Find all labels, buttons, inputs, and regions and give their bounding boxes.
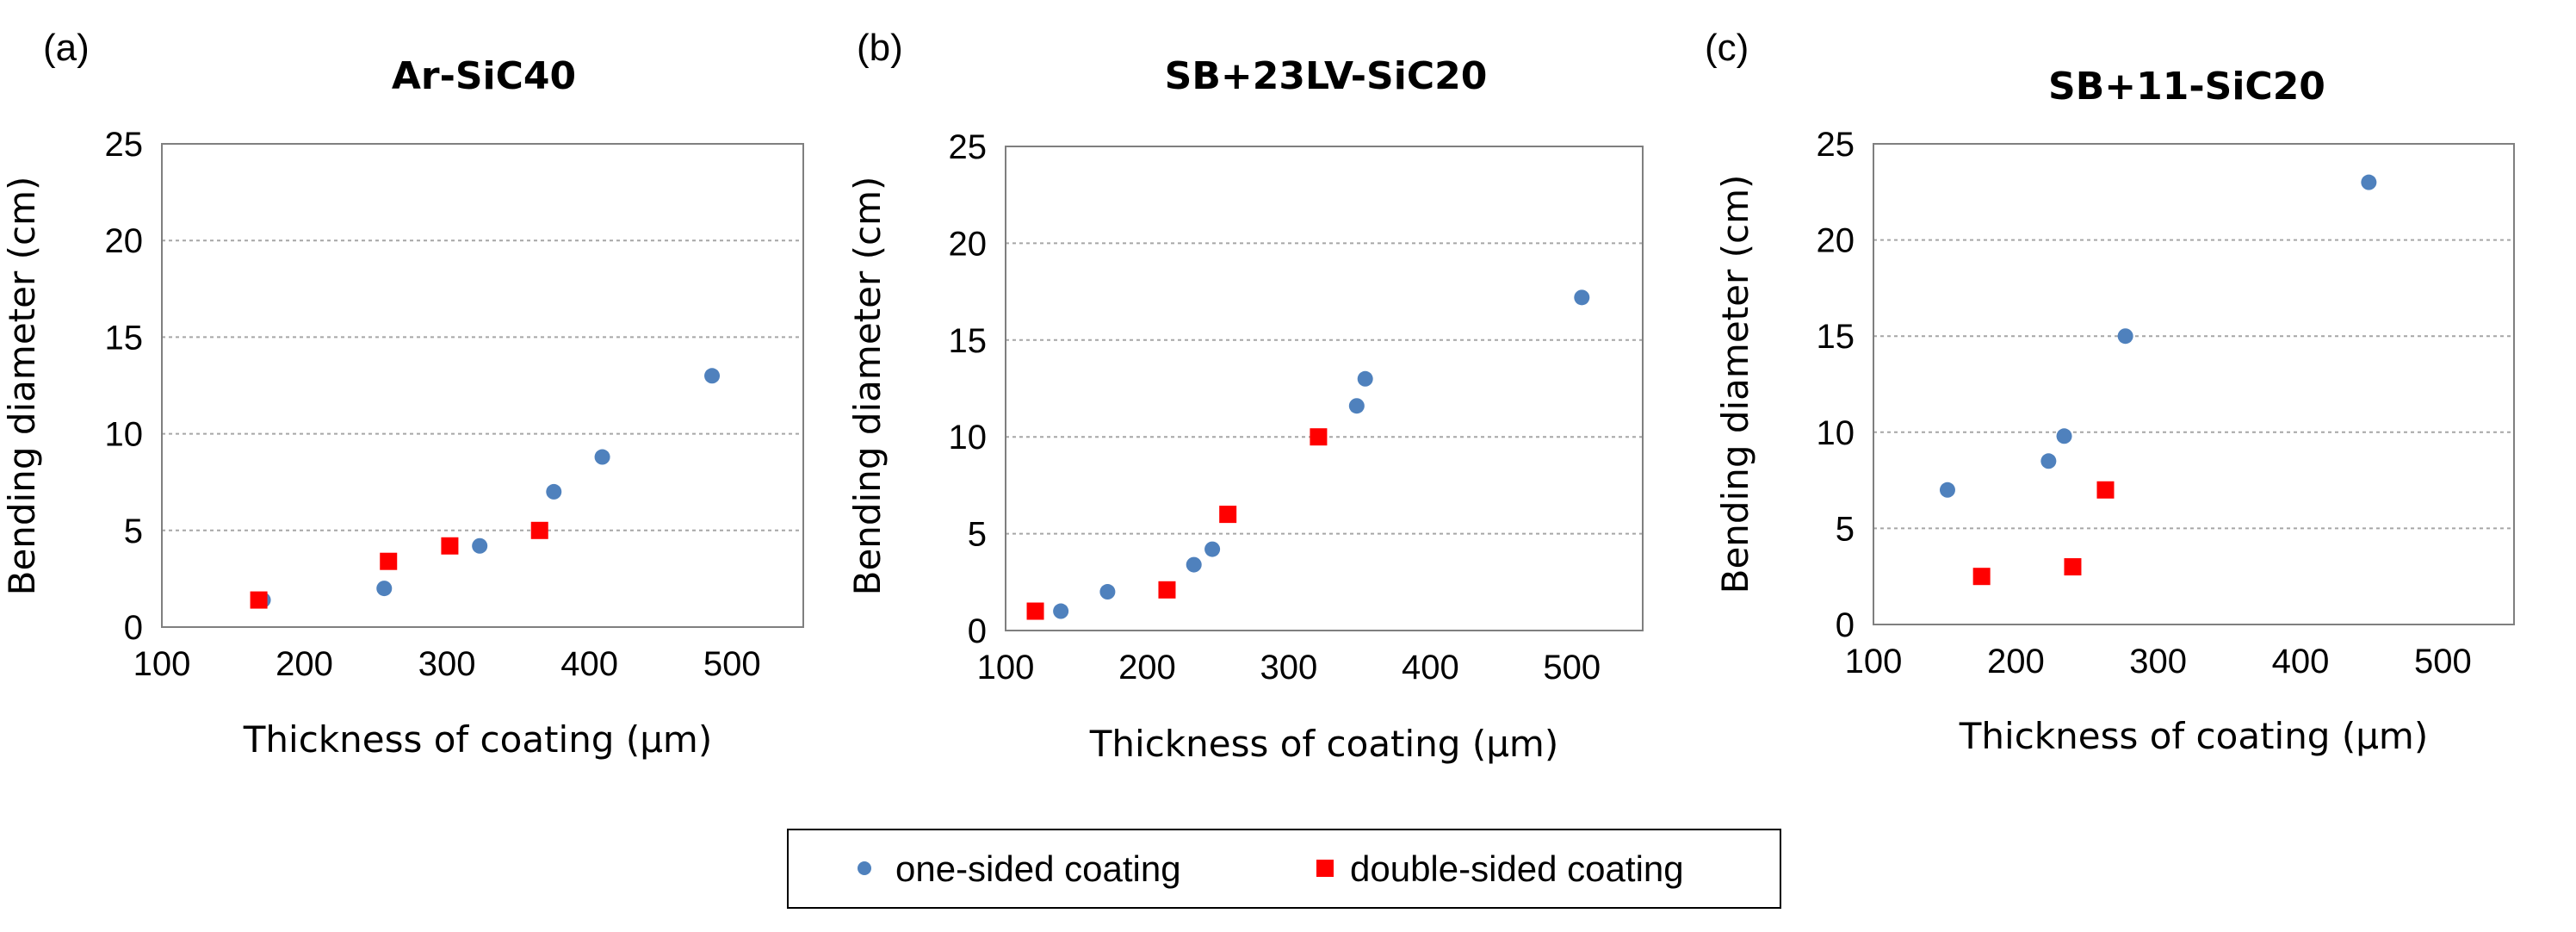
- panel-label: (b): [857, 27, 903, 69]
- series-double-sided-coating: [1972, 481, 2115, 586]
- x-tick-label: 400: [2272, 643, 2330, 680]
- plot-frame: [161, 143, 804, 628]
- x-tick-label: 200: [1118, 649, 1176, 687]
- data-point-one-sided: [2040, 453, 2057, 469]
- legend-box: [787, 829, 1781, 909]
- x-tick-label: 200: [1987, 643, 2045, 680]
- data-point-double-sided: [1310, 428, 1328, 446]
- y-tick-label: 10: [949, 419, 988, 457]
- x-tick-label: 100: [133, 645, 191, 683]
- panel-label: (c): [1705, 27, 1749, 69]
- data-point-double-sided: [1026, 602, 1044, 620]
- chart-panel-c: (c) SB+11-SiC20 0 5 10 15 20 25 100 200 300 400 500 T…: [1705, 27, 2515, 757]
- y-tick-label: 25: [105, 126, 144, 164]
- data-point-one-sided: [1204, 541, 1221, 557]
- y-tick-label: 0: [124, 609, 143, 647]
- y-tick-label: 20: [1817, 222, 1855, 260]
- data-point-double-sided: [250, 591, 268, 609]
- legend: one-sided coating double-sided coating: [787, 829, 1781, 909]
- chart-panel-a: (a) Ar-SiC40 0 5 10 15 20 25 100 200 300 400 500 Thic…: [1, 27, 804, 761]
- data-point-one-sided: [1186, 556, 1202, 573]
- series-double-sided-coating: [1026, 428, 1328, 620]
- x-tick-label: 200: [276, 645, 333, 683]
- x-tick-label: 300: [1260, 649, 1318, 687]
- chart-title: SB+11-SiC20: [2048, 65, 2325, 109]
- series-one-sided-coating: [1053, 289, 1590, 619]
- legend-label-one-sided: one-sided coating: [895, 848, 1181, 889]
- data-point-one-sided: [376, 581, 393, 597]
- data-point-one-sided: [2361, 174, 2377, 190]
- data-point-one-sided: [1099, 584, 1116, 600]
- legend-label-double-sided: double-sided coating: [1350, 848, 1684, 889]
- data-point-double-sided: [2064, 558, 2082, 576]
- x-axis-title: Thickness of coating (μm): [243, 718, 712, 761]
- x-tick-label: 300: [418, 645, 476, 683]
- x-tick-label: 400: [560, 645, 618, 683]
- data-point-double-sided: [1219, 506, 1237, 524]
- data-point-one-sided: [546, 483, 562, 500]
- data-point-double-sided: [1158, 581, 1176, 599]
- y-tick-label: 0: [1836, 606, 1855, 644]
- y-tick-label: 15: [949, 322, 988, 360]
- data-point-double-sided: [380, 552, 398, 570]
- plot-frame: [1005, 146, 1644, 631]
- y-tick-label: 5: [968, 516, 987, 554]
- series-one-sided-coating: [255, 368, 721, 608]
- x-tick-label: 100: [1845, 643, 1903, 680]
- chart-title: Ar-SiC40: [392, 54, 576, 98]
- x-tick-label: 500: [1543, 649, 1601, 687]
- x-tick-label: 100: [977, 649, 1035, 687]
- data-point-double-sided: [441, 537, 459, 555]
- panel-label: (a): [43, 27, 90, 69]
- chart-title: SB+23LV-SiC20: [1165, 54, 1488, 98]
- y-tick-label: 5: [124, 513, 143, 550]
- y-tick-label: 20: [105, 222, 144, 260]
- data-point-double-sided: [530, 521, 548, 539]
- data-point-one-sided: [1348, 398, 1365, 414]
- data-point-one-sided: [472, 537, 488, 554]
- x-tick-label: 300: [2129, 643, 2187, 680]
- y-tick-label: 15: [105, 319, 144, 357]
- x-tick-label: 500: [2414, 643, 2472, 680]
- y-tick-label: 0: [968, 612, 987, 650]
- data-point-one-sided: [1939, 482, 1955, 498]
- x-axis-title: Thickness of coating (μm): [1089, 723, 1558, 765]
- y-tick-label: 20: [949, 225, 988, 263]
- chart-panel-b: (b) SB+23LV-SiC20 0 5 10 15 20 25 100 200 300 400 50…: [846, 27, 1644, 765]
- data-point-double-sided: [2096, 481, 2115, 499]
- x-axis-title: Thickness of coating (μm): [1959, 715, 2428, 757]
- plot-frame: [1873, 143, 2515, 625]
- series-one-sided-coating: [1939, 174, 2377, 498]
- data-point-one-sided: [1053, 603, 1069, 619]
- data-point-double-sided: [1972, 568, 1991, 586]
- data-point-one-sided: [2117, 328, 2133, 345]
- x-tick-label: 500: [703, 645, 761, 683]
- data-point-one-sided: [1574, 289, 1590, 306]
- data-point-one-sided: [594, 449, 610, 465]
- y-tick-label: 25: [949, 128, 988, 166]
- y-axis-title: Bending diameter (cm): [1714, 175, 1756, 594]
- series-double-sided-coating: [250, 521, 548, 609]
- y-tick-label: 5: [1836, 510, 1855, 548]
- data-point-one-sided: [704, 368, 721, 384]
- data-point-one-sided: [1357, 370, 1373, 387]
- y-axis-title: Bending diameter (cm): [1, 177, 43, 596]
- legend-marker-double-sided: [1316, 860, 1334, 877]
- y-tick-label: 10: [105, 416, 144, 454]
- data-point-one-sided: [2056, 428, 2072, 444]
- y-axis-title: Bending diameter (cm): [846, 177, 889, 596]
- y-tick-label: 25: [1817, 126, 1855, 164]
- y-tick-label: 10: [1817, 414, 1855, 452]
- y-tick-label: 15: [1817, 318, 1855, 356]
- x-tick-label: 400: [1402, 649, 1459, 687]
- legend-marker-one-sided: [858, 861, 871, 875]
